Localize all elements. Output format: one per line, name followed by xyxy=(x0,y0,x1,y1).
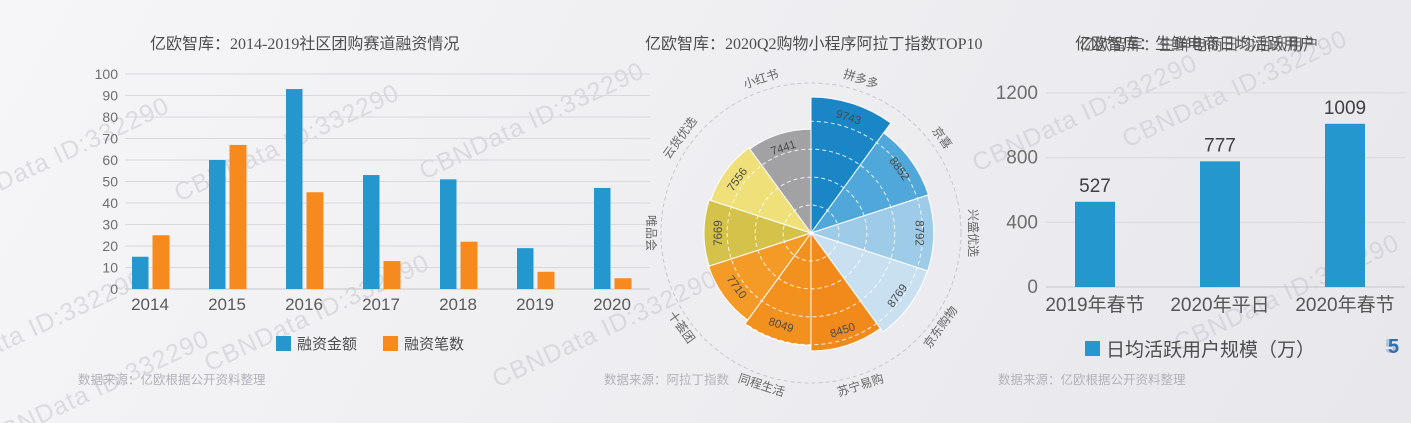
bar-value-label: 527 xyxy=(1079,176,1111,197)
rose-segment xyxy=(749,128,812,235)
axis-label: 90 xyxy=(102,88,118,104)
bar-funding-amount xyxy=(363,175,380,289)
rose-segment xyxy=(710,147,813,234)
bar-funding-amount xyxy=(132,256,149,289)
rose-category-label: 兴盛优选 xyxy=(966,209,981,257)
funding-chart-title: 亿欧智库：2014-2019社区团购赛道融资情况 xyxy=(150,36,460,53)
axis-label: 80 xyxy=(102,109,118,125)
x-tick-label: 2014 xyxy=(131,295,169,314)
outer-grid-circle xyxy=(660,82,962,384)
dau-legend: 日均活跃用户规模（万） xyxy=(1000,335,1400,362)
dau-legend-item: 日均活跃用户规模（万） xyxy=(1084,335,1315,362)
grid-ring xyxy=(726,148,896,318)
rose-segment xyxy=(809,132,930,234)
bar-funding-amount xyxy=(286,89,303,289)
rose-segment xyxy=(744,231,812,346)
funding-bar-chart: 0 10 20 30 40 50 60 70 80 90 100 2014 2015 2016 2017 20… xyxy=(95,66,650,314)
axis-label: 1200 xyxy=(996,83,1038,104)
legend-swatch-blue xyxy=(1084,341,1100,356)
rose-segment xyxy=(707,232,813,321)
axis-label: 10 xyxy=(102,260,118,276)
axis-label: 40 xyxy=(102,195,118,211)
funding-legend: 融资金额 融资笔数 xyxy=(80,333,660,354)
bar-dau xyxy=(1075,201,1115,287)
x-tick-label: 2018 xyxy=(439,295,477,314)
rose-category-label: 小红书 xyxy=(741,66,780,91)
axis-label: 0 xyxy=(1027,277,1038,298)
axis-label: 0 xyxy=(110,281,118,297)
rose-category-label: 唯品会 xyxy=(644,215,658,251)
rose-segment xyxy=(810,96,892,235)
legend-swatch-orange xyxy=(383,336,398,351)
grid-ring xyxy=(782,204,840,262)
axis-label: 60 xyxy=(102,152,118,168)
rose-grid-rings xyxy=(703,120,924,346)
bar-funding-amount xyxy=(440,179,457,289)
bar-funding-count xyxy=(383,261,401,289)
rose-segment xyxy=(809,232,929,333)
axis-label: 400 xyxy=(1006,212,1038,233)
aladdin-chart-title: 亿欧智库：2020Q2购物小程序阿拉丁指数TOP10 xyxy=(645,36,983,53)
bar-value-label: 1009 xyxy=(1324,98,1366,119)
axis-label: 70 xyxy=(102,131,118,147)
rose-category-label: 云货优选 xyxy=(659,114,699,162)
dau-legend-label: 日均活跃用户规模（万） xyxy=(1105,340,1315,361)
bar-funding-count xyxy=(614,278,632,289)
funding-legend-label-amount: 融资金额 xyxy=(296,336,357,353)
funding-source-note: 数据来源：亿欧根据公开资料整理 xyxy=(78,373,266,387)
dau-source-note: 数据来源：亿欧根据公开资料整理 xyxy=(998,373,1186,387)
bar-dau xyxy=(1325,123,1365,287)
rose-wedges xyxy=(703,96,935,352)
bar-value-label: 777 xyxy=(1204,135,1236,156)
rose-segment xyxy=(809,194,935,272)
bar-funding-count xyxy=(229,144,247,289)
bar-funding-count xyxy=(460,241,478,289)
dau-bar-chart: 0 400 800 1200 527 2019年春节 777 2020年平日 1009 2020年… xyxy=(996,83,1405,316)
x-tick-label: 2019年春节 xyxy=(1045,294,1144,316)
bar-funding-count xyxy=(537,271,555,289)
dau-chart-title: 亿欧智库：生鲜电商日均活跃用户 xyxy=(1075,36,1316,53)
dau-chart-title-overlay: 亿欧智库：生鲜电商日均活跃用户 xyxy=(1079,37,1320,54)
rose-category-label: 京喜 xyxy=(929,124,954,152)
rose-value-label: 8792 xyxy=(913,220,925,246)
bar-funding-amount xyxy=(517,248,534,289)
rose-category-label: 京东购物 xyxy=(920,303,960,351)
x-tick-label: 2017 xyxy=(362,295,400,314)
rose-segment xyxy=(810,231,881,352)
grid-ring xyxy=(703,120,924,346)
bar-funding-count xyxy=(306,192,324,289)
bar-funding-count xyxy=(152,235,170,289)
x-tick-label: 2020 xyxy=(593,295,631,314)
x-tick-label: 2019 xyxy=(516,295,554,314)
rose-category-label: 同程生活 xyxy=(736,370,786,399)
funding-legend-label-count: 融资笔数 xyxy=(404,336,465,353)
funding-legend-item-count: 融资笔数 xyxy=(383,333,464,354)
rose-category-label: 十荟团 xyxy=(665,308,697,345)
page-number: 5 xyxy=(1388,336,1400,358)
bar-funding-amount xyxy=(209,160,226,289)
grid-ring xyxy=(754,176,868,290)
x-tick-label: 2015 xyxy=(208,295,246,314)
x-tick-label: 2020年平日 xyxy=(1170,294,1269,316)
funding-legend-item-amount: 融资金额 xyxy=(275,333,357,354)
rose-segment xyxy=(703,199,813,267)
bar-funding-amount xyxy=(594,187,611,289)
aladdin-source-note: 数据来源：阿拉丁指数 xyxy=(604,373,730,387)
bar-dau xyxy=(1200,161,1240,287)
legend-swatch-blue xyxy=(275,336,291,351)
axis-label: 50 xyxy=(102,174,118,190)
axis-label: 30 xyxy=(102,217,118,233)
x-tick-label: 2016 xyxy=(285,295,323,314)
axis-label: 20 xyxy=(102,238,118,254)
x-tick-label: 2020年春节 xyxy=(1295,294,1394,316)
axis-label: 800 xyxy=(1006,148,1038,169)
axis-label: 100 xyxy=(95,66,119,82)
rose-value-label: 7669 xyxy=(713,220,725,246)
